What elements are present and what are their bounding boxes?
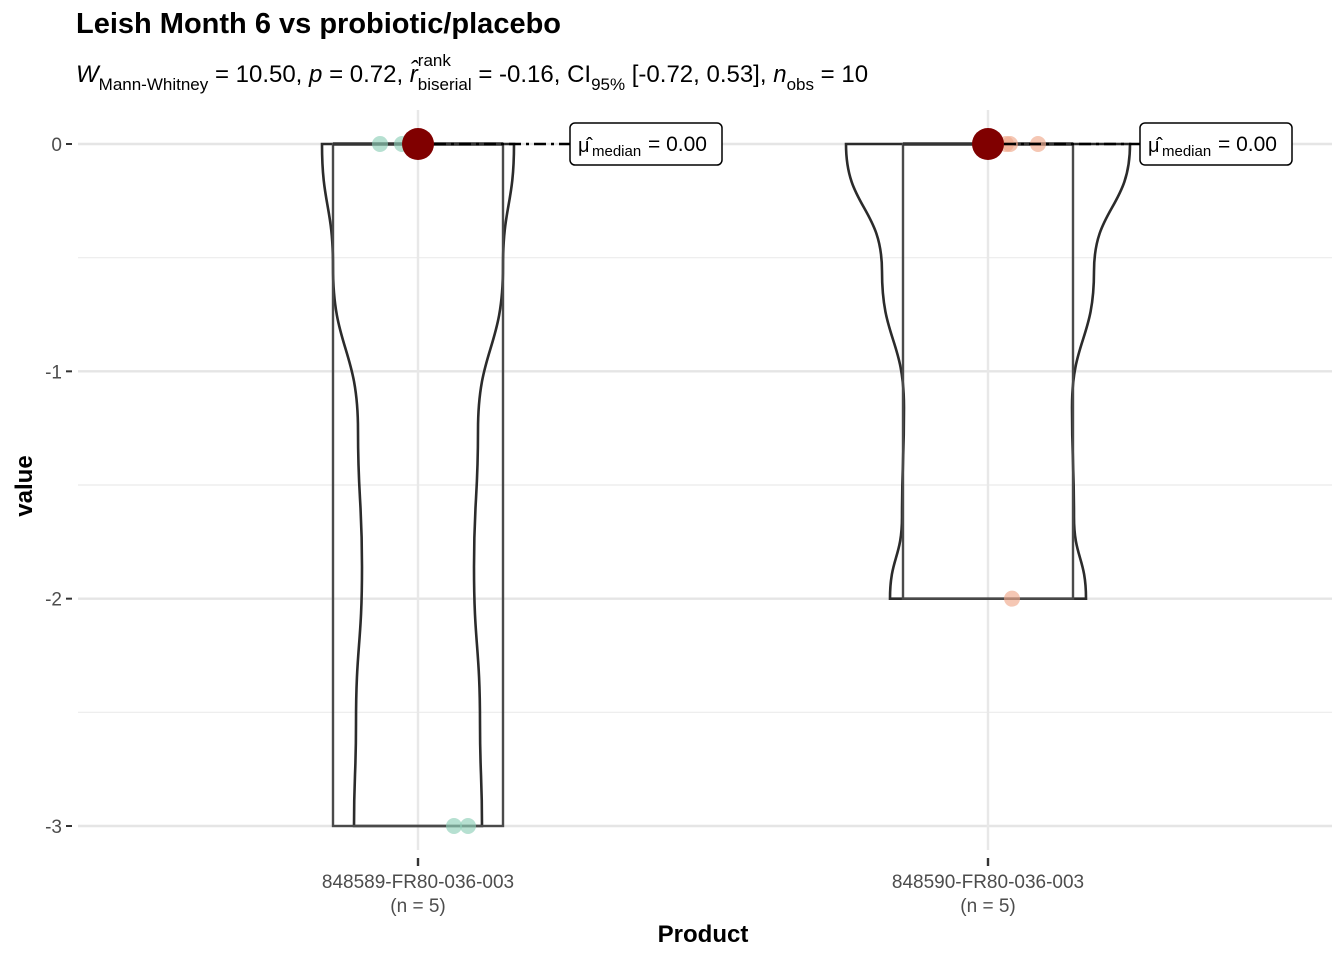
chart-subtitle: WMann-Whitney = 10.50, p = 0.72, r̂ rank b… xyxy=(76,51,869,94)
ci-subscript: 95% xyxy=(591,75,626,94)
ci-value: [-0.72, 0.53], xyxy=(631,61,767,88)
median-label-value: = 0.00 xyxy=(648,133,707,156)
r-value: = -0.16, xyxy=(478,61,561,88)
x-tick-label: 848590-FR80-036-003 xyxy=(892,872,1084,893)
y-tick-label: -1 xyxy=(45,362,62,383)
n-value: = 10 xyxy=(820,61,869,88)
r-superscript: rank xyxy=(417,51,451,70)
chart-title: Leish Month 6 vs probiotic/placebo xyxy=(76,8,561,40)
x-tick-n-label: (n = 5) xyxy=(390,896,445,917)
r-subscript: biserial xyxy=(417,75,472,94)
n-subscript: obs xyxy=(786,75,814,94)
data-point xyxy=(460,818,476,834)
ci-symbol: CI xyxy=(567,61,592,88)
y-axis-title: value xyxy=(11,455,38,516)
median-label-box xyxy=(569,122,723,166)
y-tick-label: -2 xyxy=(45,590,62,611)
data-point xyxy=(372,136,388,152)
n-symbol: n xyxy=(773,61,787,88)
median-label-box xyxy=(1139,122,1293,166)
median-point xyxy=(402,128,434,160)
median-label-value: = 0.00 xyxy=(1218,133,1277,156)
w-symbol: W xyxy=(76,61,99,88)
median-label-subscript: median xyxy=(1162,143,1211,160)
data-point xyxy=(1004,590,1020,607)
y-tick-label: 0 xyxy=(51,135,62,156)
y-tick-label: -3 xyxy=(45,817,62,838)
violin-shape xyxy=(844,142,1132,600)
median-point xyxy=(972,128,1004,160)
w-value: = 10.50, xyxy=(214,61,303,88)
x-axis-title: Product xyxy=(658,921,749,948)
x-tick-n-label: (n = 5) xyxy=(960,896,1015,917)
median-label-subscript: median xyxy=(592,143,641,160)
r-symbol: r̂ xyxy=(409,61,418,88)
p-value: = 0.72, xyxy=(329,61,404,88)
data-point xyxy=(446,818,462,834)
p-symbol: p xyxy=(309,61,323,88)
w-subscript: Mann-Whitney xyxy=(98,75,209,94)
x-tick-label: 848589-FR80-036-003 xyxy=(322,872,514,893)
